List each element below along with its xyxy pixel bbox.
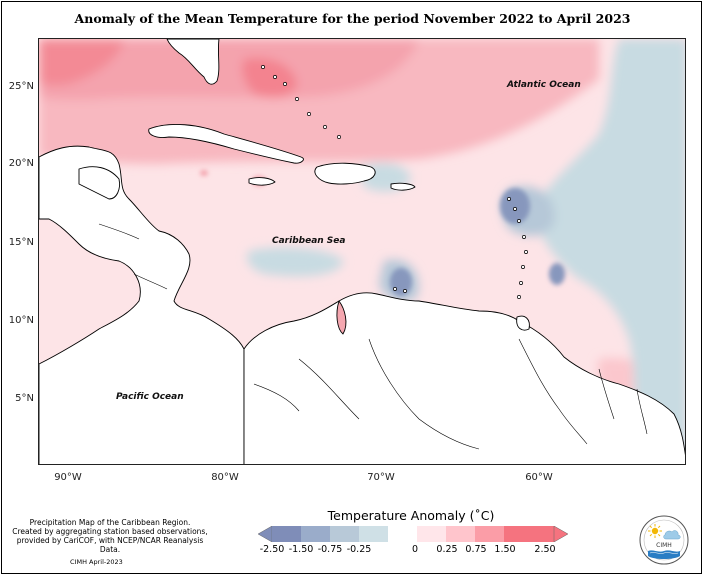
map-title: Anomaly of the Mean Temperature for the … bbox=[74, 11, 631, 26]
legend-arrow-left bbox=[258, 526, 273, 542]
legend-swatch-7 bbox=[446, 526, 475, 542]
legend-tick-5: 0 bbox=[411, 544, 419, 555]
credit-text: CIMH April-2023 bbox=[70, 558, 123, 566]
island-5 bbox=[524, 250, 528, 254]
anomaly-map bbox=[38, 38, 686, 465]
legend-swatch-5 bbox=[388, 526, 417, 542]
source-note-line-2: Created by aggregating station based obs… bbox=[12, 527, 208, 536]
lat-label-25: 25°N bbox=[8, 81, 34, 92]
border-2 bbox=[133, 273, 168, 290]
island-6 bbox=[521, 265, 525, 269]
legend-tick-3: -0.75 bbox=[317, 544, 343, 555]
legend-tick-7: 0.75 bbox=[465, 544, 487, 555]
source-note-line-1: Precipitation Map of the Caribbean Regio… bbox=[29, 518, 191, 527]
warm-anomaly-core bbox=[39, 39, 419, 100]
cold-core-windwards bbox=[549, 263, 565, 285]
cuba bbox=[148, 124, 304, 164]
island-17 bbox=[337, 135, 341, 139]
south-america bbox=[243, 292, 685, 464]
legend-tick-8: 1.50 bbox=[494, 544, 516, 555]
lat-label-20: 20°N bbox=[8, 158, 34, 169]
cloud-icon bbox=[663, 530, 681, 540]
border-3 bbox=[368, 338, 480, 450]
lon-label-60: 60°W bbox=[525, 472, 553, 483]
logo-text: CIMH bbox=[656, 542, 672, 549]
lon-label-80: 80°W bbox=[211, 472, 239, 483]
legend-tick-4: -0.25 bbox=[346, 544, 372, 555]
border-1 bbox=[98, 223, 140, 240]
warm-anomaly-bahamas bbox=[242, 57, 297, 98]
island-13 bbox=[261, 65, 265, 69]
lat-label-10: 10°N bbox=[8, 315, 34, 326]
warm-core-cayman bbox=[200, 170, 208, 176]
legend-tick-9: 2.50 bbox=[534, 544, 556, 555]
trinidad bbox=[516, 315, 530, 331]
yucatan bbox=[78, 166, 120, 200]
island-8 bbox=[517, 295, 521, 299]
legend-swatch-6 bbox=[417, 526, 446, 542]
borders bbox=[98, 223, 648, 450]
source-note: Precipitation Map of the Caribbean Regio… bbox=[10, 518, 210, 554]
legend-swatch-3 bbox=[330, 526, 359, 542]
cimh-logo: CIMH bbox=[639, 515, 689, 565]
legend-tick-2: -1.50 bbox=[288, 544, 314, 555]
lon-label-90: 90°W bbox=[54, 472, 82, 483]
legend-swatch-2 bbox=[301, 526, 330, 542]
hispaniola bbox=[314, 162, 376, 185]
puerto-rico bbox=[390, 182, 416, 191]
legend-tick-1: -2.50 bbox=[259, 544, 285, 555]
island-14 bbox=[295, 97, 299, 101]
island-1 bbox=[507, 197, 511, 201]
border-7 bbox=[636, 388, 648, 435]
legend-tick-6: 0.25 bbox=[436, 544, 458, 555]
cold-core-curacao bbox=[390, 268, 412, 296]
border-6 bbox=[598, 368, 615, 420]
lat-label-15: 15°N bbox=[8, 237, 34, 248]
legend-swatch-8 bbox=[475, 526, 504, 542]
border-8 bbox=[253, 383, 300, 412]
lon-label-70: 70°W bbox=[367, 472, 395, 483]
legend-title: Temperature Anomaly (˚C) bbox=[327, 508, 495, 523]
label-caribbean-sea: Caribbean Sea bbox=[272, 236, 346, 246]
legend-colorbar bbox=[258, 526, 568, 542]
island-2 bbox=[513, 207, 517, 211]
lat-label-5: 5°N bbox=[15, 393, 34, 404]
jamaica bbox=[248, 177, 276, 186]
small-islands bbox=[261, 65, 528, 299]
island-16 bbox=[323, 125, 327, 129]
map-canvas bbox=[39, 39, 685, 464]
island-3 bbox=[517, 219, 521, 223]
legend-arrow-right bbox=[553, 526, 568, 542]
legend-swatch-1 bbox=[272, 526, 301, 542]
island-12 bbox=[273, 75, 277, 79]
cold-core-leewards bbox=[500, 188, 530, 224]
cool-anomaly-central bbox=[247, 247, 344, 277]
central-america bbox=[39, 145, 245, 464]
island-11 bbox=[283, 82, 287, 86]
legend-swatch-4 bbox=[359, 526, 388, 542]
maracaibo bbox=[336, 300, 347, 335]
island-10 bbox=[403, 289, 407, 293]
florida bbox=[166, 39, 220, 85]
label-atlantic-ocean: Atlantic Ocean bbox=[507, 80, 581, 90]
label-pacific-ocean: Pacific Ocean bbox=[116, 392, 184, 402]
legend-swatch-9 bbox=[504, 526, 554, 542]
island-9 bbox=[393, 287, 397, 291]
source-note-line-3: provided by CariCOF, with NCEP/NCAR Rean… bbox=[16, 536, 204, 554]
cool-anomaly-atl-east bbox=[633, 105, 685, 182]
border-5 bbox=[518, 338, 588, 445]
island-7 bbox=[519, 281, 523, 285]
island-15 bbox=[307, 112, 311, 116]
wave-icon bbox=[648, 550, 680, 559]
coastlines bbox=[39, 39, 685, 464]
sun-icon bbox=[648, 524, 662, 538]
warm-anomaly-west bbox=[39, 39, 124, 86]
border-4 bbox=[298, 358, 360, 420]
island-4 bbox=[522, 235, 526, 239]
